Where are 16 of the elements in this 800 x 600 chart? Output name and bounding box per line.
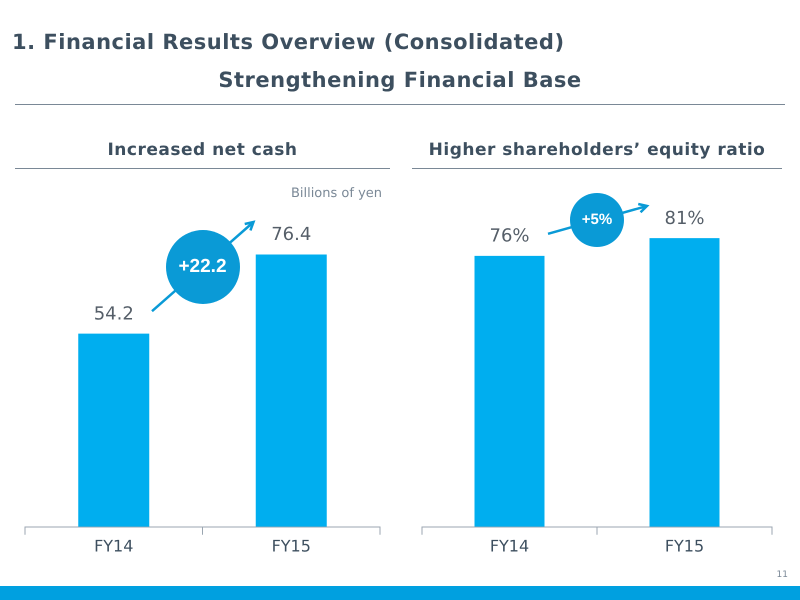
x-tick-label: FY14 <box>490 536 530 556</box>
data-label: 76% <box>489 226 530 247</box>
circle-badge: +5% <box>570 192 624 247</box>
text: 11 <box>776 570 788 580</box>
data-label: 54.2 <box>94 303 134 324</box>
text: Strengthening Financial Base <box>15 68 785 105</box>
x-tick-label: FY14 <box>94 536 134 556</box>
text: 1. Financial Results Overview (Consolidated) <box>12 30 565 54</box>
y-axis-title: Billions of yen <box>290 186 382 201</box>
circle-badge: +22.2 <box>166 230 240 304</box>
chart-title: Higher shareholders’ equity ratio <box>412 140 782 169</box>
x-tick-label: FY15 <box>272 536 311 556</box>
data-label: 76.4 <box>271 224 312 246</box>
chart-title: Increased net cash <box>15 140 390 169</box>
data-label: 81% <box>664 208 705 229</box>
x-tick-label: FY15 <box>664 536 704 556</box>
